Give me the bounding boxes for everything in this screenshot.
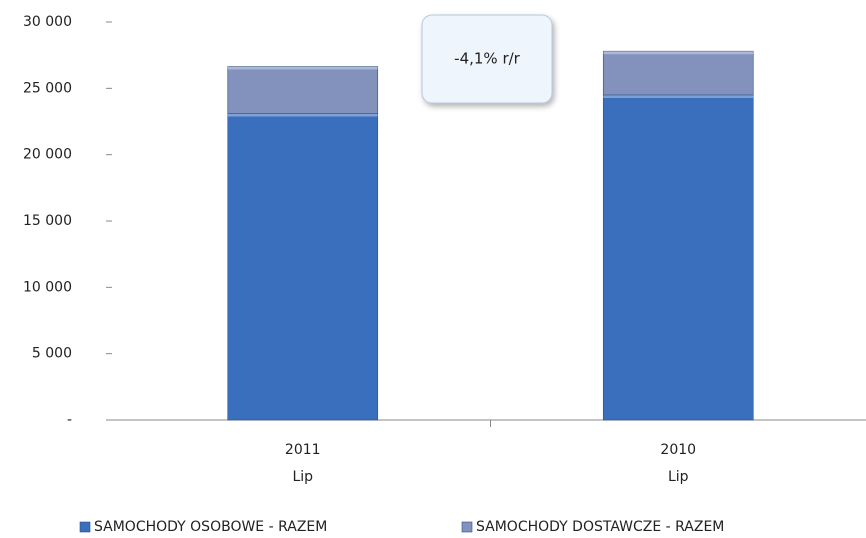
bar-highlight xyxy=(227,66,378,70)
bar-segment xyxy=(227,66,379,114)
bar-segment xyxy=(602,94,754,421)
legend-label: SAMOCHODY OSOBOWE - RAZEM xyxy=(94,519,327,535)
y-tick-label: 15 000 xyxy=(23,213,72,229)
bar-segment xyxy=(227,113,379,421)
plot: - 5 000 10 000 15 000 20 000 25 000 30 000 2011… xyxy=(23,14,866,535)
y-tick-label: 10 000 xyxy=(23,279,72,295)
bar-highlight xyxy=(603,51,754,55)
x-tick-label: 2010 xyxy=(660,442,696,458)
annotation-text: -4,1% r/r xyxy=(454,50,521,68)
legend-swatch xyxy=(461,521,473,533)
bar-highlight xyxy=(227,113,378,117)
bar-highlight xyxy=(603,94,754,98)
y-tick-label: - xyxy=(67,412,72,428)
annotation-frame xyxy=(421,14,553,104)
legend-swatch xyxy=(79,521,91,533)
x-tick-sublabel: Lip xyxy=(292,469,313,485)
y-tick-label: 25 000 xyxy=(23,80,72,96)
x-tick-sublabel: Lip xyxy=(668,469,689,485)
y-tick-label: 30 000 xyxy=(23,14,72,30)
bar-segment xyxy=(602,50,754,96)
x-tick-label: 2011 xyxy=(285,442,321,458)
annotation-box: -4,1% r/r xyxy=(421,14,553,104)
y-tick-label: 5 000 xyxy=(32,346,72,362)
y-tick-label: 20 000 xyxy=(23,147,72,163)
legend-label: SAMOCHODY DOSTAWCZE - RAZEM xyxy=(476,519,724,535)
